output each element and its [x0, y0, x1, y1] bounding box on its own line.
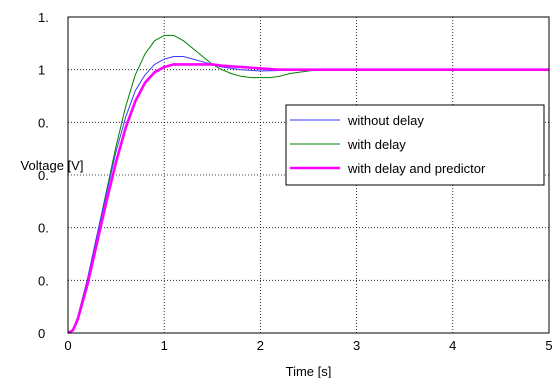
x-tick-label: 2	[257, 338, 264, 353]
y-axis-label: Voltage [V]	[21, 158, 84, 173]
y-tick-label: 0.	[38, 115, 49, 130]
legend-label-0: without delay	[347, 113, 424, 128]
legend-label-1: with delay	[347, 137, 406, 152]
tick-labels: 0 1 2 3 4 5 0 0. 0. 0. 0. 1 1.	[38, 10, 553, 353]
legend: without delay with delay with delay and pr…	[285, 104, 545, 186]
x-tick-label: 4	[449, 338, 456, 353]
legend-box	[285, 104, 545, 186]
legend-label-2: with delay and predictor	[347, 161, 486, 176]
x-tick-label: 1	[161, 338, 168, 353]
plot-series	[67, 34, 549, 335]
y-tick-label: 0	[38, 326, 45, 341]
plot-frame	[67, 16, 550, 334]
y-tick-label: 0.	[38, 221, 49, 236]
y-tick-label: 1.	[38, 10, 49, 25]
series-line-2	[67, 63, 549, 335]
y-tick-label: 0.	[38, 168, 49, 183]
x-tick-label: 5	[545, 338, 552, 353]
x-axis-label: Time [s]	[286, 364, 332, 378]
x-tick-label: 3	[353, 338, 360, 353]
series-line-0	[67, 56, 549, 334]
y-tick-label: 1	[38, 63, 45, 78]
x-tick-label: 0	[64, 338, 71, 353]
y-tick-label: 0.	[38, 273, 49, 288]
